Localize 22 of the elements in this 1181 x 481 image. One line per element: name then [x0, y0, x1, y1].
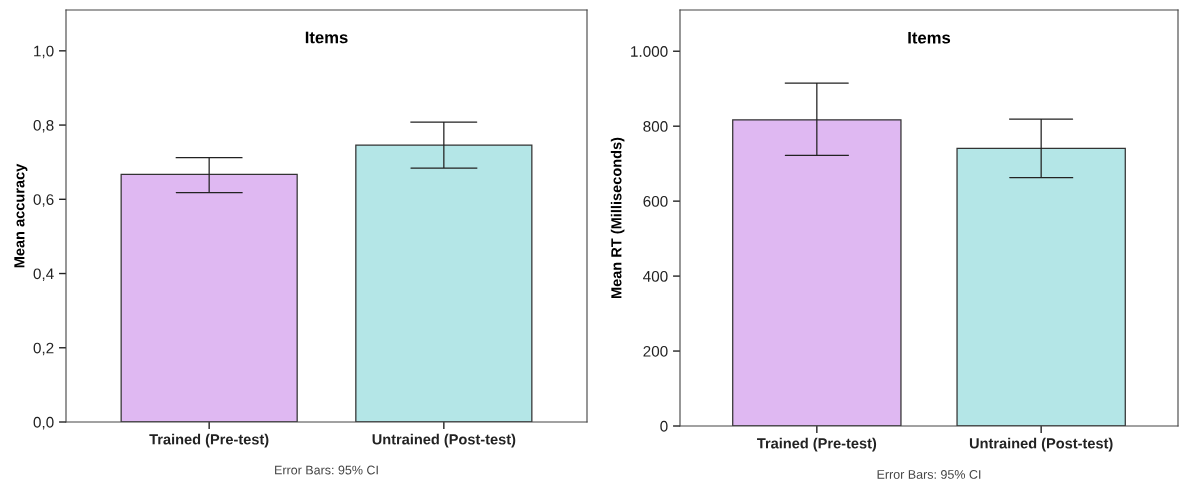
x-tick-label: Trained (Pre-test) [757, 437, 877, 452]
text: Items [908, 31, 951, 44]
x-tick-label: Trained (Pre-test) [149, 433, 269, 448]
y-tick-label: 0,8 [33, 119, 54, 133]
y-tick-label: 200 [643, 345, 668, 357]
y-tick-label: 600 [643, 196, 668, 207]
y-tick-label: 0,4 [33, 268, 54, 282]
x-tick-label: Untrained (Post-test) [969, 437, 1113, 452]
text: Error Bars: 95% CI [877, 470, 981, 479]
y-tick-label: 0,0 [33, 416, 54, 430]
text: Items [305, 31, 348, 44]
y-tick-label: 1.000 [631, 46, 668, 57]
y-axis-title: Mean RT (Milliseconds) [610, 137, 625, 299]
text: Error Bars: 95% CI [275, 465, 378, 475]
y-axis-title: Mean accuracy [14, 163, 28, 268]
y-tick-label: 400 [643, 270, 668, 282]
y-tick-label: 0 [660, 420, 668, 432]
x-tick-label: Untrained (Post-test) [372, 433, 516, 448]
y-tick-label: 0,2 [33, 342, 54, 356]
y-tick-label: 1,0 [34, 45, 54, 59]
y-tick-label: 800 [643, 121, 668, 132]
y-tick-label: 0,6 [33, 194, 54, 207]
